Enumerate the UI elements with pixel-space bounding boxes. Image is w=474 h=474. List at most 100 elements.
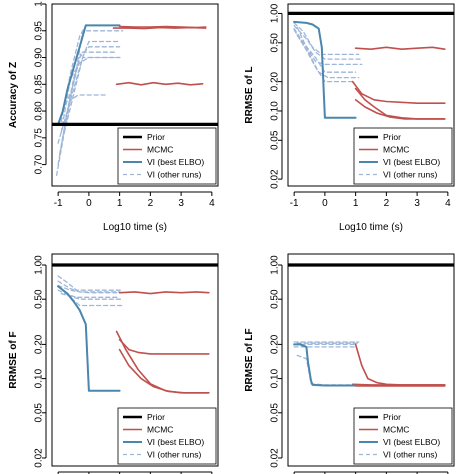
series-line-vi-other (57, 284, 118, 294)
legend-entry: Prior (147, 412, 165, 422)
x-tick-label: 0 (322, 198, 328, 209)
series-line-mcmc (112, 26, 207, 30)
y-tick-label: 1.00 (270, 3, 281, 23)
y-tick-label: 0.10 (34, 368, 45, 388)
plot-frame (287, 253, 455, 467)
series-line-vi-other (57, 94, 108, 144)
y-tick-label: 1.00 (34, 255, 45, 275)
y-tick-label: 0.75 (34, 128, 45, 148)
legend-entry: MCMC (383, 425, 409, 435)
series-line-vi-best (293, 343, 357, 387)
plot-frame (51, 253, 219, 467)
series-line-mcmc (118, 348, 210, 394)
y-tick-label: 0.02 (270, 169, 281, 189)
series-line-mcmc (351, 383, 446, 386)
series-line-vi-other (57, 275, 124, 291)
series-line-vi-best (57, 285, 121, 392)
legend: Prior MCMC VI (best ELBO) VI (other runs) (117, 127, 217, 185)
x-tick-label: 3 (414, 198, 420, 209)
legend-entry: VI (other runs) (147, 170, 201, 180)
y-tick-label: 0.02 (34, 448, 45, 468)
x-tick-label: -1 (54, 198, 63, 209)
y-tick-label: 0.95 (34, 21, 45, 41)
y-tick-label: 0.50 (270, 289, 281, 309)
series-line-vi-best (293, 20, 357, 119)
series-line-mcmc (118, 291, 210, 295)
series-group (52, 263, 218, 394)
x-axis-title: Log10 time (s) (339, 222, 403, 233)
x-tick-label: 1 (117, 198, 123, 209)
legend-entry: VI (best ELBO) (383, 437, 440, 447)
x-axis-title: Log10 time (s) (103, 222, 167, 233)
x-tick-label: 4 (209, 198, 215, 209)
legend: Prior MCMC VI (best ELBO) VI (other runs) (353, 407, 453, 465)
y-tick-label: 0.02 (270, 448, 281, 468)
y-tick-label: 1.00 (270, 255, 281, 275)
y-tick-label: 0.70 (34, 154, 45, 174)
series-line-mcmc (354, 46, 446, 51)
y-tick-label: 0.50 (34, 289, 45, 309)
legend-entry: VI (best ELBO) (147, 437, 204, 447)
series-group (288, 263, 454, 387)
y-tick-label: 0.85 (34, 74, 45, 94)
y-tick-label: 0.20 (34, 334, 45, 354)
series-line-mcmc (351, 80, 446, 104)
series-line-mcmc (354, 343, 446, 386)
y-tick-label: 0.80 (34, 101, 45, 121)
legend-entry: VI (best ELBO) (383, 157, 440, 167)
x-tick-label: 2 (384, 198, 390, 209)
y-axis-title: RRMSE of F (8, 331, 19, 388)
series-line-mcmc (115, 330, 210, 394)
y-tick-label: 0.05 (270, 130, 281, 150)
x-tick-label: -1 (290, 198, 299, 209)
y-tick-label: 0.10 (270, 101, 281, 121)
series-line-vi-other (57, 289, 121, 298)
y-tick-label: 0.20 (270, 71, 281, 91)
x-tick-label: 0 (86, 198, 92, 209)
y-tick-label: 1 (34, 1, 45, 7)
legend: Prior MCMC VI (best ELBO) VI (other runs) (117, 407, 217, 465)
legend-entry: VI (best ELBO) (147, 157, 204, 167)
y-axis-title: RRMSE of LF (244, 328, 255, 391)
legend-entry: Prior (383, 132, 401, 142)
x-tick-label: 4 (445, 198, 451, 209)
legend: Prior MCMC VI (best ELBO) VI (other runs) (353, 127, 453, 185)
legend-entry: MCMC (383, 145, 409, 155)
plot-frame (51, 3, 219, 187)
series-line-vi-other (293, 24, 363, 60)
series-line-vi-other (59, 46, 121, 155)
plot-frame (287, 3, 455, 187)
series-line-vi-other (293, 29, 357, 83)
legend-entry: Prior (383, 412, 401, 422)
y-tick-label: 0.10 (270, 368, 281, 388)
series-line-vi-other (60, 292, 124, 300)
y-axis-title: Accuracy of Z (8, 62, 19, 128)
series-line-vi-other (293, 22, 360, 56)
series-line-vi-best (57, 24, 121, 126)
series-line-mcmc (115, 81, 204, 86)
series-line-vi-other (296, 354, 357, 386)
y-tick-label: 0.90 (34, 47, 45, 67)
chart-panel-1: -1 0 1 2 3 4 0.70 0.75 0.80 0.85 0.90 0.95 1 Accuracy… (8, 1, 219, 233)
legend-entry: Prior (147, 132, 165, 142)
legend-entry: MCMC (147, 145, 173, 155)
series-line-vi-other (296, 34, 360, 79)
series-group (52, 24, 218, 176)
y-tick-label: 0.05 (270, 403, 281, 423)
chart-panel-2: -1 0 1 2 3 4 0.02 0.05 0.10 0.20 0.50 1.00 RRMSE of … (244, 3, 455, 233)
series-line-vi-other (62, 51, 118, 112)
y-tick-label: 0.20 (270, 334, 281, 354)
series-group (288, 11, 454, 120)
series-line-mcmc (118, 338, 210, 355)
x-tick-label: 2 (148, 198, 154, 209)
series-line-vi-other (293, 27, 357, 73)
x-tick-label: 3 (178, 198, 184, 209)
series-line-vi-other (60, 56, 121, 134)
legend-entry: MCMC (147, 425, 173, 435)
legend-entry: VI (other runs) (147, 450, 201, 460)
y-tick-label: 0.05 (34, 403, 45, 423)
legend-entry: VI (other runs) (383, 170, 437, 180)
